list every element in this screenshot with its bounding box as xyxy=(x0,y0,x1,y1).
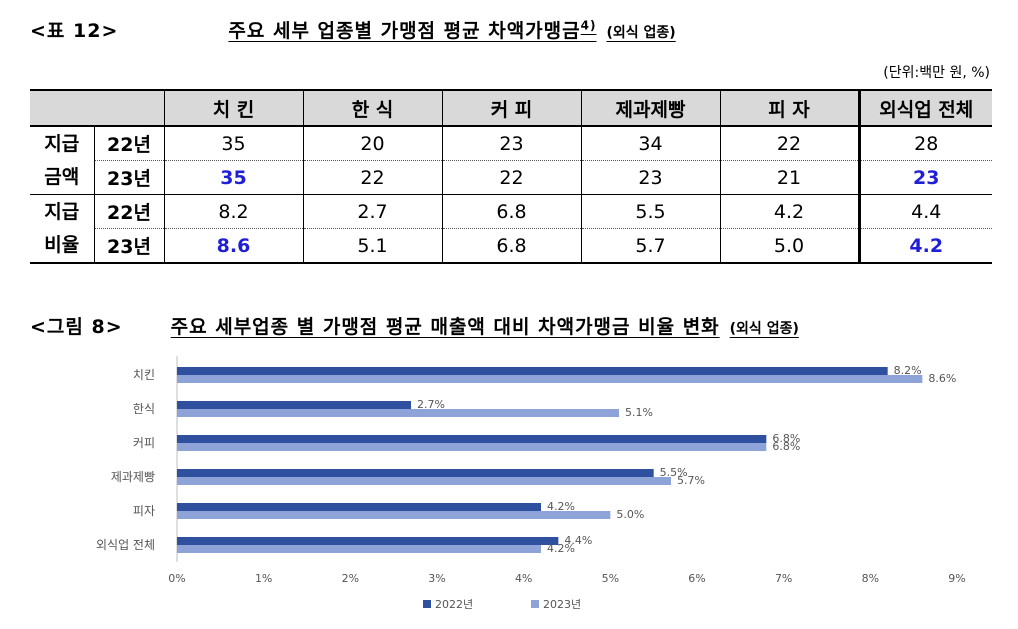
legend-label: 2023년 xyxy=(543,598,581,611)
bar-2023년 xyxy=(177,443,767,451)
data-label: 8.2% xyxy=(894,364,922,377)
bar-2022년 xyxy=(177,503,541,511)
category-label: 외식업 전체 xyxy=(96,538,155,552)
year-cell: 23년 xyxy=(93,160,164,195)
column-header: 외식업 전체 xyxy=(857,89,992,127)
value-cell-highlight: 4.2 xyxy=(857,228,992,264)
x-tick-label: 3% xyxy=(428,572,445,585)
category-label: 제과제빵 xyxy=(111,470,155,484)
value-cell: 5.7 xyxy=(580,228,720,264)
value-cell-highlight: 8.6 xyxy=(163,228,303,264)
value-cell: 22 xyxy=(302,160,442,195)
data-label: 2.7% xyxy=(417,398,445,411)
data-label: 8.6% xyxy=(928,372,956,385)
value-cell: 6.8 xyxy=(441,194,581,229)
table-note: (외식 업종) xyxy=(606,25,676,41)
data-label: 5.7% xyxy=(677,474,705,487)
column-header: 한 식 xyxy=(302,89,442,127)
table-number: <표 12> xyxy=(30,20,119,42)
table-header-row: 치 킨 한 식 커 피 제과제빵 피 자 외식업 전체 xyxy=(30,89,992,127)
bar-chart: 치킨 8.2%8.6%한식 2.7%5.1%커피 6.8%6.8%제과제빵 5.5%5.… xyxy=(96,356,966,611)
value-cell: 6.8 xyxy=(441,228,581,264)
row-group-label: 지급 금액 xyxy=(30,126,94,195)
x-tick-label: 6% xyxy=(688,572,705,585)
x-tick-label: 0% xyxy=(168,572,185,585)
value-cell: 4.4 xyxy=(857,194,992,229)
value-cell: 23 xyxy=(580,160,720,195)
column-header: 제과제빵 xyxy=(580,89,720,127)
bar-2022년 xyxy=(177,401,411,409)
value-cell: 22 xyxy=(719,126,859,161)
data-label: 6.8% xyxy=(772,432,800,445)
bar-2022년 xyxy=(177,469,654,477)
value-cell: 5.1 xyxy=(302,228,442,264)
corner-cell xyxy=(30,89,164,127)
value-cell: 21 xyxy=(719,160,859,195)
legend-swatch xyxy=(531,600,539,608)
value-cell: 4.2 xyxy=(719,194,859,229)
year-cell: 22년 xyxy=(93,194,164,229)
value-cell: 28 xyxy=(857,126,992,161)
category-label: 치킨 xyxy=(133,368,155,382)
value-cell: 35 xyxy=(163,126,303,161)
table-row: 23년 8.6 5.1 6.8 5.7 5.0 4.2 xyxy=(30,228,992,264)
row-group-label: 지급 비율 xyxy=(30,194,94,264)
value-cell: 5.0 xyxy=(719,228,859,264)
value-cell: 20 xyxy=(302,126,442,161)
year-cell: 22년 xyxy=(93,126,164,161)
bar-2022년 xyxy=(177,435,767,443)
bar-2023년 xyxy=(177,409,619,417)
x-tick-label: 7% xyxy=(775,572,792,585)
data-label: 5.1% xyxy=(625,406,653,419)
table-row: 지급 비율 22년 8.2 2.7 6.8 5.5 4.2 4.4 xyxy=(30,194,992,264)
value-cell: 22 xyxy=(441,160,581,195)
value-cell: 2.7 xyxy=(302,194,442,229)
figure-number: <그림 8> xyxy=(30,316,123,338)
x-tick-label: 1% xyxy=(255,572,272,585)
x-tick-label: 9% xyxy=(948,572,965,585)
category-label: 한식 xyxy=(133,402,155,416)
value-cell-highlight: 35 xyxy=(163,160,303,195)
table-row: 지급 금액 22년 35 20 23 34 22 28 xyxy=(30,126,992,195)
table-header: <표 12> 주요 세부 업종별 가맹점 평균 차액가맹금4) (외식 업종) xyxy=(30,16,676,43)
year-cell: 23년 xyxy=(93,228,164,264)
value-cell: 23 xyxy=(441,126,581,161)
bar-2023년 xyxy=(177,375,923,383)
table-title-text: 주요 세부 업종별 가맹점 평균 차액가맹금 xyxy=(228,20,581,42)
bar-2022년 xyxy=(177,537,559,545)
figure-header: <그림 8> 주요 세부업종 별 가맹점 평균 매출액 대비 차액가맹금 비율 … xyxy=(30,312,799,339)
x-tick-label: 2% xyxy=(342,572,359,585)
bar-2022년 xyxy=(177,367,888,375)
value-cell: 8.2 xyxy=(163,194,303,229)
data-label: 4.2% xyxy=(547,542,575,555)
column-header: 피 자 xyxy=(719,89,859,127)
column-header: 커 피 xyxy=(441,89,581,127)
table-row: 23년 35 22 22 23 21 23 xyxy=(30,160,992,195)
bar-2023년 xyxy=(177,477,671,485)
legend-swatch xyxy=(423,600,431,608)
data-label: 4.2% xyxy=(547,500,575,513)
footnote-mark: 4) xyxy=(580,18,597,33)
legend-label: 2022년 xyxy=(435,598,473,611)
value-cell-highlight: 23 xyxy=(857,160,992,195)
data-label: 5.5% xyxy=(660,466,688,479)
data-label: 4.4% xyxy=(564,534,592,547)
table-title: 주요 세부 업종별 가맹점 평균 차액가맹금4) xyxy=(228,16,596,43)
value-cell: 5.5 xyxy=(580,194,720,229)
bar-2023년 xyxy=(177,545,541,553)
figure-note: (외식 업종) xyxy=(729,321,799,337)
bar-2023년 xyxy=(177,511,611,519)
data-table: 치 킨 한 식 커 피 제과제빵 피 자 외식업 전체 지급 금액 22년 35… xyxy=(30,89,992,264)
column-header: 치 킨 xyxy=(163,89,303,127)
value-cell: 34 xyxy=(580,126,720,161)
figure-title: 주요 세부업종 별 가맹점 평균 매출액 대비 차액가맹금 비율 변화 xyxy=(170,316,720,338)
data-label: 5.0% xyxy=(616,508,644,521)
data-label: 6.8% xyxy=(772,440,800,453)
x-tick-label: 4% xyxy=(515,572,532,585)
category-label: 커피 xyxy=(133,436,155,450)
x-tick-label: 8% xyxy=(862,572,879,585)
unit-label: (단위:백만 원, %) xyxy=(883,65,990,81)
category-label: 피자 xyxy=(133,504,155,518)
x-tick-label: 5% xyxy=(602,572,619,585)
